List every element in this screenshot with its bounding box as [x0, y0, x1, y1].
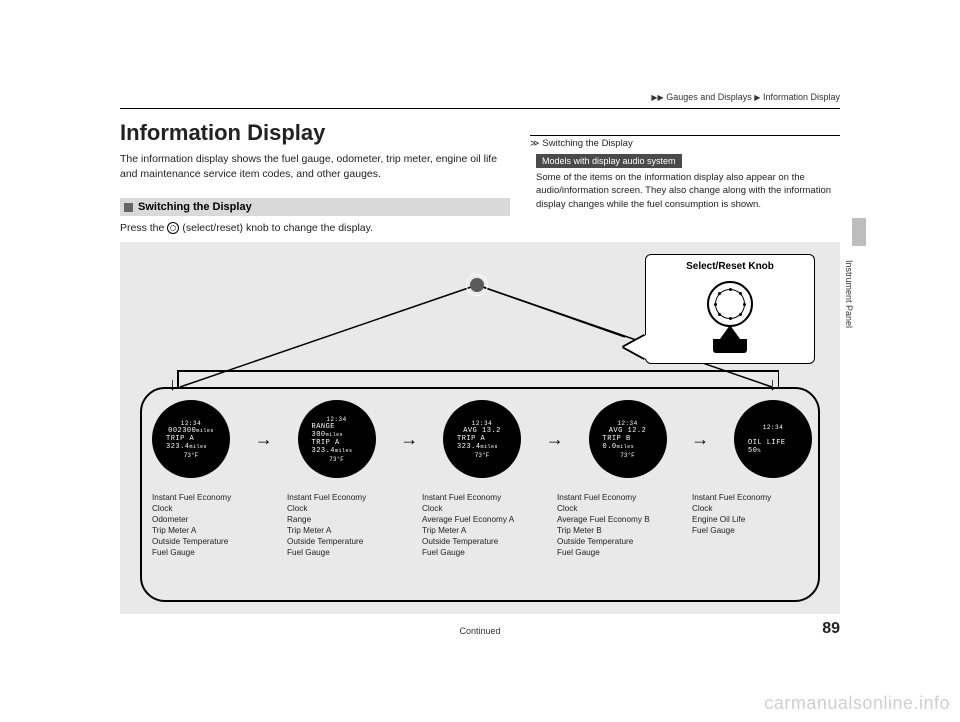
label-line: Fuel Gauge: [557, 547, 677, 558]
breadcrumb: ▶▶ Gauges and Displays ▶ Information Dis…: [120, 92, 840, 102]
label-line: Engine Oil Life: [692, 514, 812, 525]
label-line: Fuel Gauge: [422, 547, 542, 558]
gauge-3-clock: 12:34: [472, 420, 493, 427]
breadcrumb-sep: ▶▶: [651, 93, 663, 102]
label-line: Trip Meter B: [557, 525, 677, 536]
gauge-4-temp: 73°F: [620, 452, 634, 459]
gauge-4: 12:34 AVG 12.2 TRIP B 0.0miles 73°F: [589, 400, 667, 478]
chapter-label: Instrument Panel: [844, 260, 854, 328]
label-line: Clock: [422, 503, 542, 514]
label-line: Instant Fuel Economy: [422, 492, 542, 503]
gauge-1-temp: 73°F: [184, 452, 198, 459]
press-pre: Press the: [120, 222, 164, 234]
page-title: Information Display: [120, 120, 325, 146]
label-line: Fuel Gauge: [692, 525, 812, 536]
knob-illustration: [707, 281, 753, 327]
side-note-body: Some of the items on the information dis…: [530, 171, 840, 215]
model-pill: Models with display audio system: [536, 154, 682, 168]
label-line: Instant Fuel Economy: [287, 492, 407, 503]
label-line: Clock: [152, 503, 272, 514]
press-instruction: Press the (select/reset) knob to change …: [120, 222, 373, 234]
chapter-tab: [852, 218, 866, 246]
label-line: Outside Temperature: [287, 536, 407, 547]
label-line: Instant Fuel Economy: [557, 492, 677, 503]
gauge-5: 12:34 OIL LIFE 50%: [734, 400, 812, 478]
label-col-5: Instant Fuel EconomyClockEngine Oil Life…: [692, 492, 812, 558]
label-col-4: Instant Fuel EconomyClockAverage Fuel Ec…: [557, 492, 677, 558]
label-line: Trip Meter A: [152, 525, 272, 536]
label-line: Clock: [692, 503, 812, 514]
section-heading: Switching the Display: [120, 198, 510, 216]
page-number: 89: [822, 620, 840, 638]
label-line: Trip Meter A: [287, 525, 407, 536]
side-note-title: Switching the Display: [542, 138, 632, 149]
gauge-3: 12:34 AVG 13.2 TRIP A 323.4miles 73°F: [443, 400, 521, 478]
label-line: Instant Fuel Economy: [692, 492, 812, 503]
gauge-2-temp: 73°F: [329, 456, 343, 463]
section-label: Switching the Display: [138, 201, 252, 213]
callout-tail: [624, 335, 646, 359]
seq-arrow-2: →: [400, 429, 418, 450]
label-line: Fuel Gauge: [152, 547, 272, 558]
gauge-1: 12:34 002300miles TRIP A 323.4miles 73°F: [152, 400, 230, 478]
breadcrumb-b: Information Display: [763, 92, 840, 102]
diagram-panel: Select/Reset Knob ↓ ↓ 12:34 002300miles: [120, 242, 840, 614]
side-note-header: ≫ Switching the Display: [530, 135, 840, 151]
gauge-5-clock: 12:34: [763, 424, 784, 431]
note-arrow-icon: ≫: [530, 138, 539, 149]
label-line: Outside Temperature: [557, 536, 677, 547]
label-line: Range: [287, 514, 407, 525]
seq-arrow-4: →: [691, 429, 709, 450]
knob-base: [713, 339, 747, 353]
gauge-3-temp: 73°F: [475, 452, 489, 459]
label-line: Average Fuel Economy B: [557, 514, 677, 525]
gauge-1-clock: 12:34: [181, 420, 202, 427]
breadcrumb-a: Gauges and Displays: [666, 92, 752, 102]
press-arrow-icon: [720, 325, 740, 339]
press-post: (select/reset) knob to change the displa…: [182, 222, 373, 234]
intro-text: The information display shows the fuel g…: [120, 152, 510, 182]
label-col-1: Instant Fuel EconomyClockOdometerTrip Me…: [152, 492, 272, 558]
label-col-3: Instant Fuel EconomyClockAverage Fuel Ec…: [422, 492, 542, 558]
label-line: Fuel Gauge: [287, 547, 407, 558]
label-line: Trip Meter A: [422, 525, 542, 536]
cycle-top-line: [178, 370, 778, 372]
knob-callout: Select/Reset Knob: [645, 254, 815, 364]
gauge-3-line2: AVG 13.2: [463, 427, 501, 435]
gauges-row: 12:34 002300miles TRIP A 323.4miles 73°F…: [152, 400, 812, 478]
callout-label: Select/Reset Knob: [646, 261, 814, 272]
gauge-2-clock: 12:34: [326, 416, 347, 423]
label-line: Outside Temperature: [422, 536, 542, 547]
select-reset-knob-icon: [167, 222, 179, 234]
knob-dots: [712, 286, 748, 322]
continued-label: Continued: [120, 626, 840, 636]
gauge-5-line3: OIL LIFE 50: [748, 439, 786, 455]
gauge-2: 12:34 RANGE 300miles TRIP A 323.4miles 7…: [298, 400, 376, 478]
seq-arrow-3: →: [546, 429, 564, 450]
label-line: Instant Fuel Economy: [152, 492, 272, 503]
section-bullet-icon: [124, 203, 133, 212]
gauge-4-clock: 12:34: [617, 420, 638, 427]
label-line: Odometer: [152, 514, 272, 525]
header-rule: [120, 108, 840, 109]
label-line: Clock: [287, 503, 407, 514]
label-line: Clock: [557, 503, 677, 514]
gauge-1-line2: 002300: [168, 427, 196, 435]
gauge-4-line2: AVG 12.2: [609, 427, 647, 435]
watermark: carmanualsonline.info: [764, 693, 950, 714]
breadcrumb-sep2: ▶: [754, 93, 760, 102]
side-note: ≫ Switching the Display Models with disp…: [530, 135, 840, 215]
label-col-2: Instant Fuel EconomyClockRangeTrip Meter…: [287, 492, 407, 558]
seq-arrow-1: →: [255, 429, 273, 450]
label-line: Outside Temperature: [152, 536, 272, 547]
label-line: Average Fuel Economy A: [422, 514, 542, 525]
labels-row: Instant Fuel EconomyClockOdometerTrip Me…: [152, 492, 812, 558]
reference-point: [470, 278, 484, 292]
